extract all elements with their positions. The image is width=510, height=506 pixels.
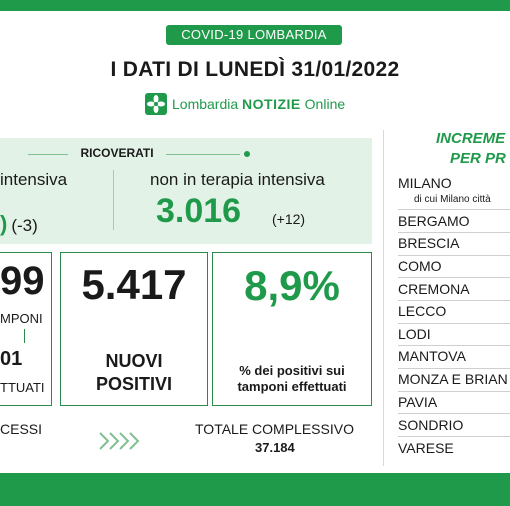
province-pavia[interactable]: PAVIA (398, 394, 438, 410)
brand-lombardia: Lombardia (172, 96, 239, 112)
province-bergamo[interactable]: BERGAMO (398, 213, 470, 229)
non-intensive-delta: (+12) (272, 211, 306, 227)
province-mantova[interactable]: MANTOVA (398, 348, 466, 364)
header-dot (244, 151, 250, 157)
provinces-heading: INCREME PER PR (436, 130, 506, 167)
new-positives-label: NUOVI POSITIVI (95, 351, 173, 394)
brand-text: Lombardia NOTIZIE Online (172, 96, 345, 112)
non-intensive-value: 3.016 (156, 192, 242, 230)
region-badge: COVID-19 LOMBARDIA (166, 25, 342, 45)
province-varese[interactable]: VARESE (398, 440, 454, 456)
new-positives-box (60, 252, 208, 406)
brand-logo-row[interactable]: Lombardia NOTIZIE Online (145, 92, 345, 116)
total-value: 37.184 (255, 440, 295, 455)
positivity-label: % dei positivi sui tamponi effettuati (237, 363, 347, 394)
province-milano-note: di cui Milano città (414, 194, 491, 205)
page-title: I DATI DI LUNEDÌ 31/01/2022 (110, 58, 400, 81)
province-lecco[interactable]: LECCO (398, 303, 447, 319)
total-label: TOTALE COMPLESSIVO (195, 421, 354, 437)
intensive-delta: ) (-3) (0, 211, 38, 236)
positivity-box (212, 252, 372, 406)
tests-sub-value: 01 (0, 348, 23, 370)
province-brescia[interactable]: BRESCIA (398, 235, 460, 251)
hospitalized-header (0, 147, 372, 161)
hospitalized-panel (0, 138, 372, 244)
province-como[interactable]: COMO (398, 258, 442, 274)
tests-box (0, 252, 52, 406)
brand-notizie: NOTIZIE (242, 96, 301, 112)
panel-divider (113, 170, 114, 230)
hospitalized-label: RICOVERATI (80, 146, 154, 160)
tests-sub-label: TTUATI (0, 380, 45, 395)
province-lodi[interactable]: LODI (398, 326, 431, 342)
double-chevron-icons (98, 430, 140, 457)
plant-logo-icon (145, 93, 167, 115)
bottom-green-bar (0, 473, 510, 506)
new-positives-value: 5.417 (81, 261, 187, 308)
deaths-label: CESSI (0, 421, 43, 437)
top-green-bar (0, 0, 510, 11)
province-monza-brianza[interactable]: MONZA E BRIAN (398, 371, 508, 387)
positivity-value: 8,9% (244, 262, 340, 309)
brand-online: Online (304, 96, 346, 112)
intensive-label: intensiva (0, 170, 68, 189)
province-sondrio[interactable]: SONDRIO (398, 417, 464, 433)
non-intensive-label: non in terapia intensiva (150, 170, 325, 189)
tests-label: MPONI (0, 311, 43, 326)
province-cremona[interactable]: CREMONA (398, 281, 470, 297)
province-milano[interactable]: MILANO (398, 175, 452, 191)
tests-value: 99 (0, 259, 45, 303)
